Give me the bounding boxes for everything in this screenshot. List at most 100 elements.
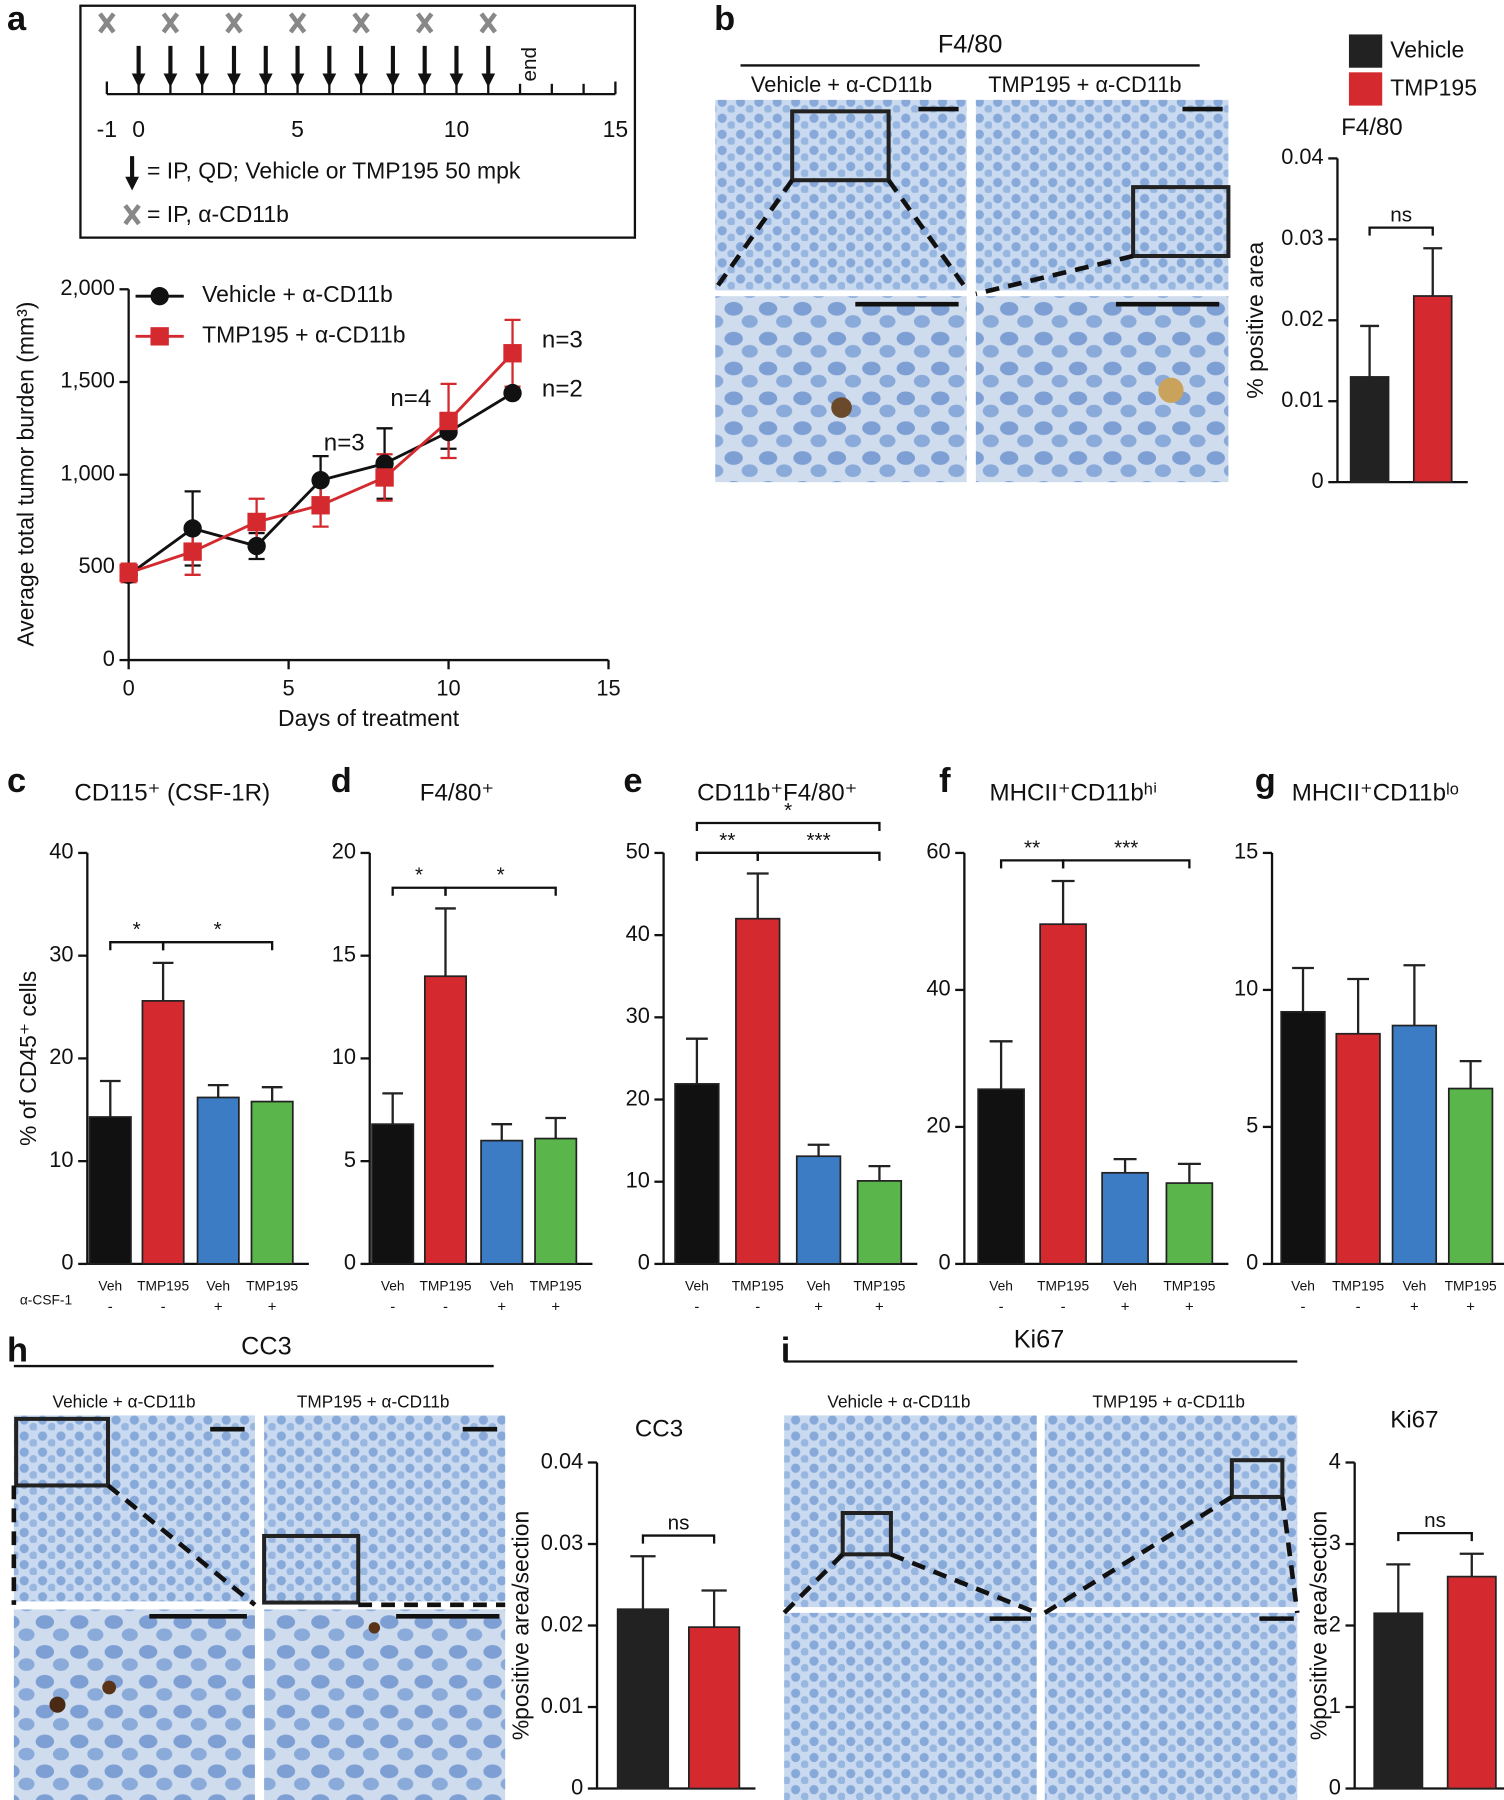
y-axis-label: %positive area/section bbox=[507, 1511, 533, 1740]
image-header: Ki67 bbox=[1014, 1325, 1065, 1353]
treatment-label: + bbox=[1410, 1298, 1419, 1315]
bar bbox=[1335, 1032, 1381, 1265]
error-bar bbox=[1051, 879, 1075, 925]
treatment-arrow bbox=[417, 45, 432, 88]
legend-cross bbox=[123, 204, 141, 226]
significance-bracket bbox=[161, 941, 274, 951]
panel-label: d bbox=[331, 762, 352, 800]
error-bar bbox=[989, 1040, 1013, 1090]
bar bbox=[1391, 1024, 1438, 1265]
x-tick-label: TMP195 bbox=[137, 1279, 189, 1294]
timeline-box bbox=[79, 4, 637, 239]
chart-title: CC3 bbox=[635, 1416, 683, 1443]
treatment-label: + bbox=[875, 1298, 884, 1315]
treatment-arrow bbox=[163, 45, 178, 88]
bar bbox=[856, 1180, 903, 1265]
significance-bracket bbox=[1368, 226, 1434, 236]
image-caption: Vehicle + α-CD11b bbox=[53, 1391, 196, 1411]
y-tick-label: 20 bbox=[926, 1113, 950, 1138]
y-tick-label: 20 bbox=[332, 839, 356, 864]
significance-bracket bbox=[109, 941, 165, 951]
bar bbox=[795, 1155, 842, 1265]
image-header: F4/80 bbox=[938, 31, 1003, 59]
legend-text: TMP195 bbox=[1390, 75, 1477, 101]
error-bar bbox=[1113, 1157, 1137, 1173]
treatment-label: + bbox=[268, 1298, 277, 1315]
panel-label: f bbox=[939, 762, 951, 800]
y-tick-label: 0 bbox=[61, 1250, 73, 1275]
x-tick-label: TMP195 bbox=[1037, 1279, 1089, 1294]
significance-bracket bbox=[1397, 1531, 1473, 1542]
treatment-label: + bbox=[214, 1298, 223, 1315]
y-tick-label: 0 bbox=[1329, 1774, 1341, 1799]
error-bar bbox=[491, 1123, 513, 1141]
marker bbox=[183, 542, 202, 561]
bar bbox=[1101, 1171, 1149, 1265]
error-bar bbox=[746, 872, 769, 919]
significance-bracket bbox=[444, 886, 557, 896]
legend-marker bbox=[150, 327, 169, 346]
treatment-label: - bbox=[1061, 1298, 1066, 1315]
error-bar bbox=[1347, 977, 1370, 1034]
chart-title: F4/80 bbox=[1341, 114, 1403, 141]
error-bar bbox=[152, 961, 174, 1001]
bar bbox=[534, 1137, 578, 1265]
significance-label: *** bbox=[1114, 836, 1138, 859]
y-tick-label: 15 bbox=[332, 941, 356, 966]
bar bbox=[1039, 923, 1087, 1265]
marker bbox=[503, 383, 522, 403]
bar bbox=[977, 1088, 1025, 1265]
treatment-label: - bbox=[1301, 1298, 1306, 1315]
significance-label: ns bbox=[1424, 1509, 1446, 1532]
marker bbox=[503, 344, 522, 363]
image-caption: TMP195 + α-CD11b bbox=[1092, 1391, 1245, 1411]
bar bbox=[1446, 1575, 1497, 1790]
bar bbox=[141, 1000, 185, 1265]
significance-bracket bbox=[695, 851, 759, 861]
y-tick-label: 0 bbox=[1246, 1250, 1258, 1275]
y-tick-label: 1 bbox=[1329, 1693, 1341, 1718]
x-tick-label: Veh bbox=[807, 1279, 831, 1294]
y-tick-label: 3 bbox=[1329, 1530, 1341, 1555]
significance-bracket bbox=[999, 859, 1065, 869]
antibody-mark bbox=[415, 12, 434, 34]
chart-title: MHCII⁺CD11bʰⁱ bbox=[990, 780, 1158, 807]
bar bbox=[250, 1100, 294, 1265]
treatment-label: - bbox=[1356, 1298, 1361, 1315]
treatment-arrow bbox=[354, 45, 369, 88]
y-tick-label: 1,500 bbox=[60, 368, 115, 393]
y-tick-label: 0.03 bbox=[1281, 225, 1323, 250]
antibody-mark bbox=[288, 12, 307, 34]
x-tick-label: 0 bbox=[123, 676, 135, 701]
image-caption: Vehicle + α-CD11b bbox=[827, 1391, 970, 1411]
treatment-label: + bbox=[551, 1298, 560, 1315]
error-bar bbox=[261, 1086, 283, 1102]
bar bbox=[371, 1123, 415, 1265]
panel-label: i bbox=[781, 1331, 791, 1369]
error-bar bbox=[807, 1143, 830, 1157]
y-tick-label: 10 bbox=[1234, 976, 1258, 1001]
x-tick-label: Veh bbox=[989, 1279, 1013, 1294]
error-bar bbox=[382, 1092, 404, 1125]
bar bbox=[735, 917, 781, 1265]
chart-title: Ki67 bbox=[1390, 1407, 1438, 1434]
y-axis-label: % positive area bbox=[1242, 242, 1268, 399]
treatment-arrow bbox=[386, 45, 400, 88]
treatment-arrow bbox=[195, 45, 210, 88]
y-tick-label: 0 bbox=[344, 1250, 356, 1275]
x-tick-label: Veh bbox=[1291, 1279, 1315, 1294]
image-panel-b bbox=[713, 64, 1231, 483]
image-caption: TMP195 + α-CD11b bbox=[297, 1391, 450, 1411]
y-tick-label: 4 bbox=[1329, 1448, 1341, 1473]
bar bbox=[1447, 1087, 1494, 1265]
y-tick-label: 30 bbox=[49, 941, 73, 966]
error-bar bbox=[1459, 1060, 1482, 1089]
legend-swatch bbox=[1348, 72, 1383, 106]
y-tick-label: 40 bbox=[926, 976, 950, 1001]
error-bar bbox=[1459, 1552, 1484, 1577]
treatment-arrow bbox=[481, 45, 496, 88]
y-tick-label: 0.04 bbox=[1281, 144, 1323, 169]
y-tick-label: 1,000 bbox=[60, 460, 115, 485]
annotation: n=2 bbox=[542, 376, 583, 403]
y-tick-label: 20 bbox=[49, 1044, 73, 1069]
